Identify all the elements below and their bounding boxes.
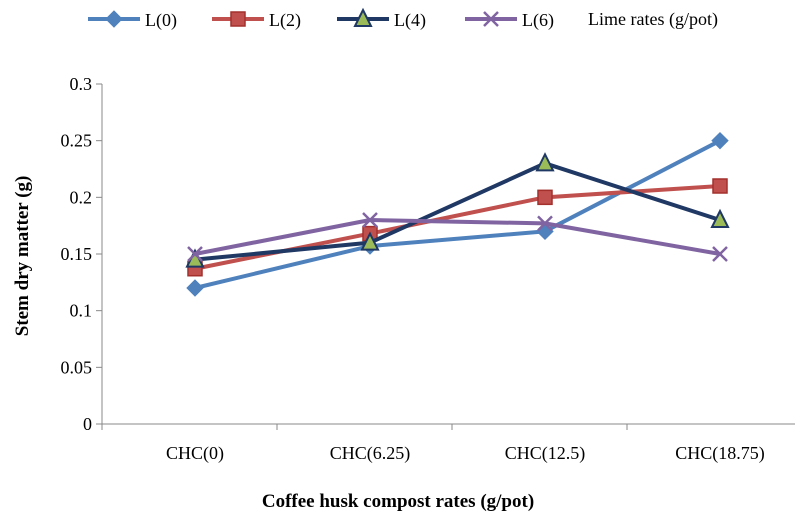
- legend-marker: [230, 11, 246, 27]
- data-point: [535, 152, 555, 172]
- legend-item: L(0): [88, 10, 177, 31]
- data-point: [537, 215, 553, 232]
- data-point: [186, 279, 204, 297]
- y-tick-label: 0.3: [70, 74, 93, 94]
- data-point: [712, 246, 728, 262]
- x-tick-label: CHC(12.5): [505, 443, 586, 464]
- x-marker-stroke: [362, 212, 378, 228]
- y-axis-title: Stem dry matter (g): [12, 176, 33, 337]
- y-tick-label: 0: [83, 414, 92, 434]
- legend-label: L(6): [522, 10, 554, 31]
- y-axis-ticks: 0 0.05 0.1 0.15 0.2 0.25 0.3: [61, 74, 102, 434]
- y-tick-label: 0.15: [61, 244, 93, 264]
- y-tick-label: 0.1: [70, 301, 93, 321]
- data-point: [712, 178, 728, 194]
- data-point: [360, 231, 380, 251]
- x-tick-label: CHC(6.25): [330, 443, 411, 464]
- series-line: [194, 218, 721, 256]
- legend-marker: [105, 10, 123, 28]
- series-L(6): [187, 212, 728, 262]
- x-marker-stroke: [187, 246, 203, 262]
- x-tick-label: CHC(0): [166, 443, 224, 464]
- series-line: [194, 138, 721, 290]
- series-line: [194, 184, 721, 271]
- data-point: [537, 189, 553, 206]
- x-marker-stroke: [483, 11, 499, 27]
- series-L(2): [187, 178, 728, 277]
- data-point: [711, 131, 729, 150]
- x-tick-label: CHC(18.75): [675, 443, 765, 464]
- legend-item: L(2): [212, 10, 301, 31]
- x-marker-stroke: [712, 246, 728, 262]
- y-tick-label: 0.05: [61, 357, 93, 377]
- chart-axes: [101, 84, 795, 425]
- chart-legend: L(0) L(2) L(4) L(6): [88, 7, 554, 31]
- chart-series: [185, 131, 730, 297]
- y-tick-label: 0.2: [70, 187, 93, 207]
- legend-marker: [353, 7, 373, 27]
- x-marker-stroke: [537, 215, 553, 232]
- x-axis-ticks: CHC(0) CHC(6.25) CHC(12.5) CHC(18.75): [101, 424, 765, 464]
- legend-label: L(2): [269, 10, 301, 31]
- x-axis-title: Coffee husk compost rates (g/pot): [262, 491, 534, 512]
- legend-item: L(4): [337, 7, 426, 31]
- data-point: [187, 246, 203, 262]
- y-tick-label: 0.25: [61, 131, 93, 151]
- legend-label: L(4): [394, 10, 426, 31]
- legend-label: L(0): [145, 10, 177, 31]
- series-L(4): [185, 152, 730, 268]
- legend-title: Lime rates (g/pot): [588, 9, 718, 30]
- legend-item: L(6): [465, 10, 554, 31]
- series-line: [194, 161, 721, 262]
- data-point: [710, 208, 730, 228]
- data-point: [362, 212, 378, 228]
- legend-marker: [483, 11, 499, 27]
